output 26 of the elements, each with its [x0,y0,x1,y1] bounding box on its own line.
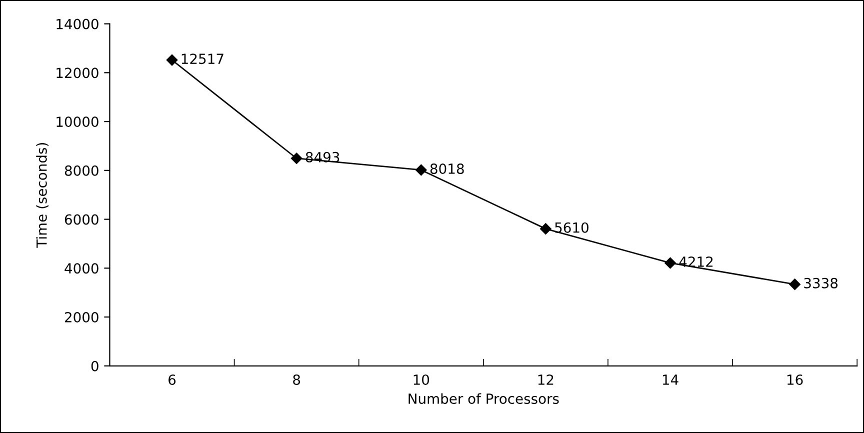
y-axis-title: Time (seconds) [36,143,49,248]
y-tick-label: 14000 [56,18,98,30]
point [416,164,427,176]
data-label: 12517 [182,54,224,64]
point [789,278,800,290]
y-tick-label: 12000 [56,68,98,78]
x-tick-label: 12 [538,374,554,385]
x-tick-label: 6 [168,374,176,385]
data-label: 5610 [555,222,588,233]
point [290,152,302,164]
x-tick-label: 14 [662,374,678,385]
x-axis-title: Number of Processors [408,393,559,404]
point [664,257,676,269]
y-tick-label: 0 [91,360,98,372]
point [166,54,178,66]
point [540,223,552,234]
y-tick-label: 8000 [64,165,98,176]
x-tick-label: 8 [293,374,300,385]
x-tick-label: 16 [787,374,803,385]
y-tick-label: 2000 [64,312,98,322]
y-tick-label: 10000 [56,116,98,128]
x-tick-label: 10 [414,374,430,385]
y-tick-label: 4000 [64,263,98,274]
data-label: 8018 [430,164,464,174]
data-label: 3338 [804,278,838,288]
y-tick-label: 6000 [64,214,98,225]
